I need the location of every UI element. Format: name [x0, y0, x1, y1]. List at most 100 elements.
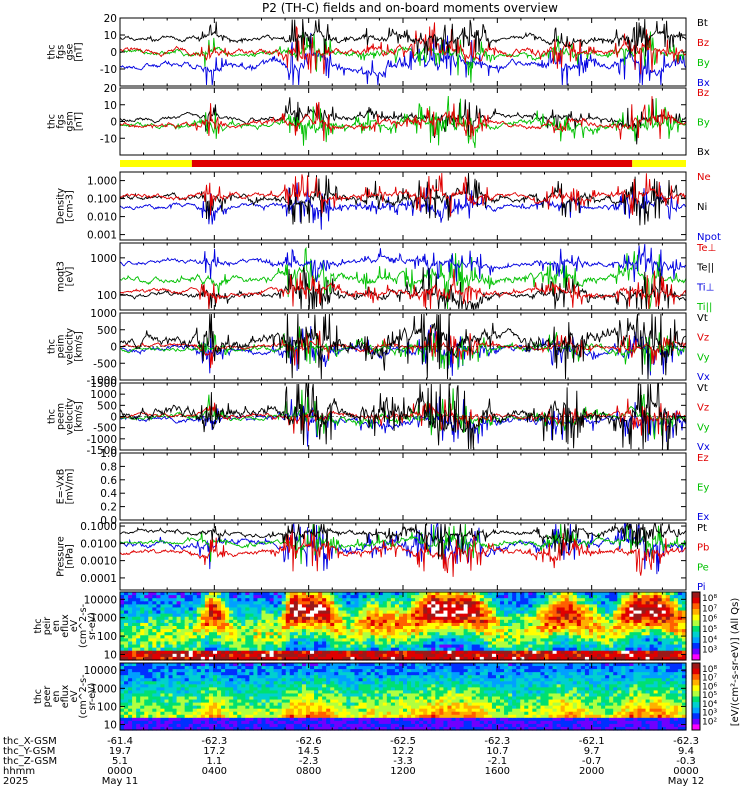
y-axis-label: gse [65, 43, 76, 60]
y-tick-label: 1500 [90, 378, 117, 390]
x-tick-label: 0000 [107, 766, 132, 777]
x-tick-label: -62.6 [296, 736, 322, 747]
colorbar-swatch [692, 674, 700, 681]
series-temperature-Te|| [120, 267, 687, 310]
y-axis-label: [nT] [74, 42, 85, 61]
legend-Pi: Pi [697, 582, 706, 593]
legend-Ni: Ni [697, 202, 707, 213]
x-tick-date: May 12 [668, 776, 705, 787]
legend-Pb: Pb [697, 543, 709, 554]
y-tick-label: 20 [104, 83, 117, 95]
x-row-label: thc_X-GSM [3, 736, 57, 747]
y-tick-label: 10 [104, 30, 117, 42]
y-axis-label: eflux [60, 684, 71, 708]
x-tick-label: 2000 [579, 766, 604, 777]
y-tick-label: -1000 [86, 434, 117, 446]
colorbar-tick-label: 10² [702, 717, 717, 727]
y-tick-label: 0.4 [100, 488, 117, 500]
legend-Ti||: Ti|| [696, 302, 712, 313]
x-tick-label: -62.3 [484, 736, 510, 747]
series-density-Npot [119, 180, 687, 230]
y-axis-label: thc [47, 45, 58, 60]
colorbar-swatch [692, 718, 700, 725]
y-axis-label: sr-eV) [87, 683, 98, 711]
y-axis-label: eV [69, 619, 80, 632]
legend-Vy: Vy [697, 422, 710, 433]
x-tick-label: 0800 [296, 766, 321, 777]
y-tick-label: -500 [93, 423, 117, 435]
legend-By: By [697, 58, 710, 69]
y-tick-label: 0 [110, 47, 117, 59]
series-fgs-gsm-Bz [119, 96, 687, 142]
y-axis-label: peim [56, 335, 67, 359]
series-fgs-gse-Bx [119, 32, 687, 86]
y-tick-label: 0 [110, 342, 117, 354]
series-temperature-Ti|| [119, 246, 687, 310]
series-peem-velocity-Vx [119, 396, 687, 447]
x-tick-label: 9.7 [584, 746, 600, 757]
y-tick-label: 1.0 [100, 448, 117, 460]
x-row-label: thc_Y-GSM [3, 746, 55, 757]
colorbar-swatch [692, 648, 700, 655]
panel-peem-velocity: 150010005000-500-1000-1500thcpeemvelocit… [47, 378, 710, 457]
legend-Npot: Npot [697, 232, 721, 243]
y-tick-label: 0.001 [87, 230, 117, 242]
legend-Vz: Vz [697, 333, 709, 344]
x-tick-label: 9.4 [678, 746, 694, 757]
y-axis-label: thc [33, 619, 44, 634]
legend-Vx: Vx [697, 372, 710, 383]
colorbar-swatch [692, 614, 700, 621]
y-tick-label: 10 [104, 720, 117, 732]
y-axis-label: peer [42, 686, 53, 708]
y-tick-label: 0.2 [100, 502, 117, 514]
colorbar-tick-label: 10³ [702, 709, 717, 719]
panel-peer-spectrogram: 10000 1000 100 10 thcpeerenefluxeV(cm^2-s-sr… [33, 662, 687, 732]
y-tick-label: 0.6 [100, 475, 117, 487]
y-axis-label: fgs [56, 45, 67, 59]
y-axis-label: thc [47, 114, 58, 129]
series-temperature-Ti⊥ [119, 243, 687, 286]
y-axis-label: Density [56, 188, 67, 224]
y-axis-label: thc [33, 689, 44, 704]
x-tick-label: -62.1 [579, 736, 605, 747]
series-peim-velocity-Vt [119, 313, 687, 380]
y-axis-label: thc [47, 339, 58, 354]
x-tick-label: 19.7 [109, 746, 131, 757]
colorbar-swatch [692, 668, 700, 675]
colorbar-tick-label: 10⁸ [702, 594, 717, 604]
series-pressure-Pb [119, 525, 687, 577]
heatmap-peer-spectrogram [120, 663, 687, 731]
colorbar-swatch [692, 643, 700, 650]
colorbar-tick-label: 10⁶ [702, 682, 717, 692]
y-tick-label: -1000 [86, 375, 117, 387]
x-tick-label: -61.4 [107, 736, 133, 747]
x-tick-label: 1600 [485, 766, 510, 777]
y-axis-label: [nT] [74, 112, 85, 131]
legend-By: By [697, 118, 710, 129]
legend-Vz: Vz [697, 403, 709, 414]
y-tick-label: -500 [93, 358, 117, 370]
legend-Vt: Vt [697, 383, 708, 394]
y-axis-label: [nPa] [65, 544, 76, 569]
colorbar-tick-label: 10⁴ [702, 700, 717, 710]
x-row-label: thc_Z-GSM [3, 756, 57, 767]
y-tick-label: 1000 [90, 308, 117, 320]
colorbar-swatch [692, 637, 700, 644]
series-pressure-Pi [119, 522, 687, 575]
y-axis-label: (cm^2-s- [78, 604, 89, 648]
y-tick-label: 500 [97, 325, 117, 337]
legend-Ez: Ez [697, 453, 709, 464]
panel-density: 1.000 0.100 0.010 0.001 Density[cm-3] Ne Ni Npo… [56, 171, 721, 243]
y-tick-label: 0.8 [100, 461, 117, 473]
colorbar-swatch [692, 631, 700, 638]
series-peim-velocity-Vy [119, 326, 687, 372]
y-tick-label: 10000 [84, 594, 117, 606]
x-row-label: hhmm [3, 766, 35, 777]
x-row-label: 2025 [3, 776, 28, 787]
x-tick-label: 14.5 [298, 746, 320, 757]
legend-Pt: Pt [697, 523, 707, 534]
series-temperature-Te⊥ [119, 268, 687, 310]
y-axis-label: sr-eV) [87, 612, 98, 640]
series-fgs-gse-By [119, 31, 687, 83]
